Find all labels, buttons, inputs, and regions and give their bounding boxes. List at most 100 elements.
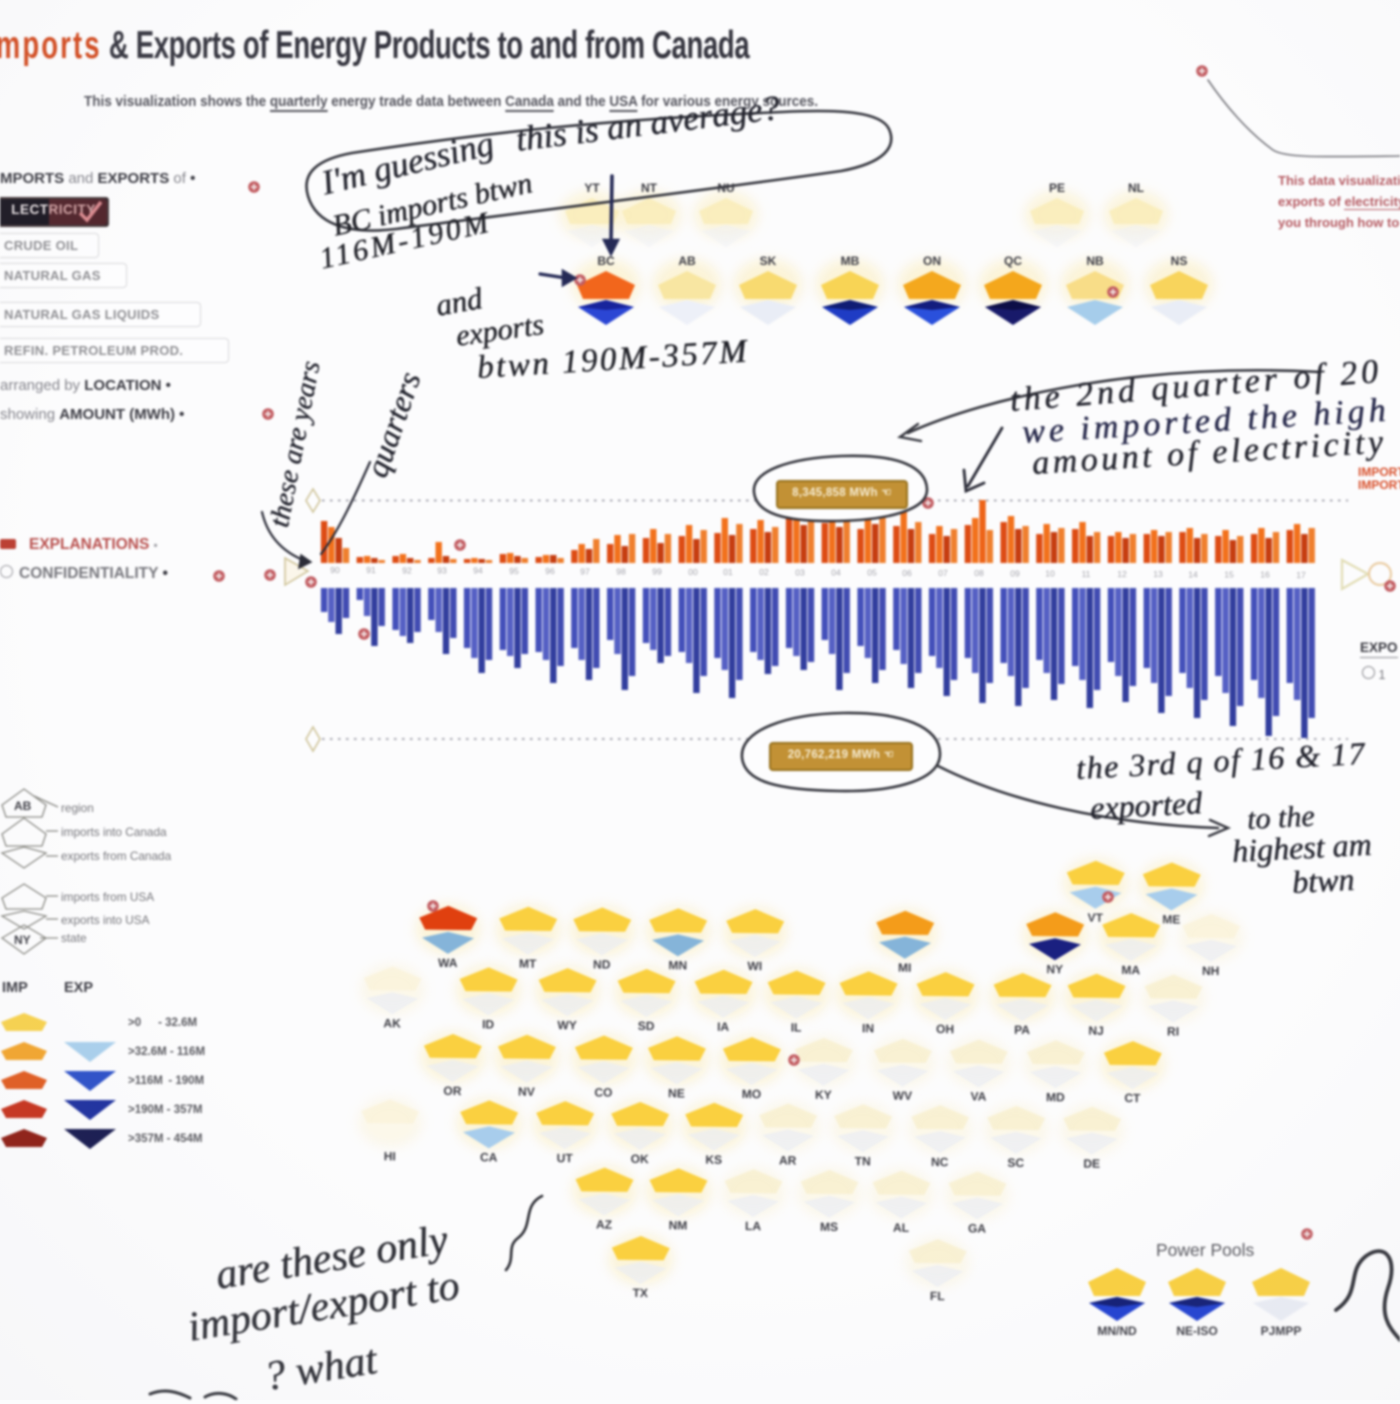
svg-text:90: 90 — [330, 565, 340, 575]
svg-text:EXP: EXP — [64, 980, 93, 996]
svg-text:ME: ME — [1162, 912, 1180, 926]
svg-text:Power Pools: Power Pools — [1156, 1240, 1254, 1260]
svg-text:PA: PA — [1014, 1023, 1030, 1037]
svg-text:01: 01 — [723, 567, 733, 577]
svg-text:NC: NC — [931, 1155, 949, 1169]
svg-text:QC: QC — [1004, 254, 1022, 268]
svg-text:RI: RI — [1167, 1024, 1179, 1038]
svg-text:AZ: AZ — [596, 1217, 612, 1231]
svg-text:NJ: NJ — [1088, 1024, 1103, 1038]
svg-text:ND: ND — [593, 957, 611, 971]
svg-text:MT: MT — [519, 957, 537, 971]
svg-text:NU: NU — [717, 181, 734, 195]
svg-text:exports from Canada: exports from Canada — [61, 849, 172, 863]
svg-text:HI: HI — [384, 1149, 396, 1163]
svg-text:15: 15 — [1224, 570, 1234, 580]
svg-text:08: 08 — [974, 568, 984, 578]
svg-text:GA: GA — [968, 1221, 986, 1235]
svg-text:MN: MN — [668, 958, 687, 972]
svg-text:SC: SC — [1007, 1156, 1024, 1170]
svg-text:94: 94 — [473, 566, 483, 576]
svg-text:OR: OR — [443, 1084, 461, 1098]
svg-text:KS: KS — [705, 1153, 722, 1167]
svg-text:13: 13 — [1153, 569, 1163, 579]
svg-text:00: 00 — [688, 567, 698, 577]
svg-text:UT: UT — [557, 1151, 574, 1165]
svg-text:AB: AB — [678, 254, 696, 268]
svg-text:>357M - 454M: >357M - 454M — [128, 1133, 202, 1145]
svg-text:SD: SD — [638, 1019, 655, 1033]
svg-text:91: 91 — [366, 565, 376, 575]
svg-text:CT: CT — [1124, 1091, 1141, 1105]
svg-text:>32.6M - 116M: >32.6M - 116M — [128, 1046, 205, 1058]
svg-text:99: 99 — [652, 567, 662, 577]
svg-text:16: 16 — [1260, 570, 1270, 580]
svg-text:LA: LA — [745, 1219, 761, 1233]
svg-text:YT: YT — [584, 181, 600, 195]
svg-text:MS: MS — [820, 1220, 838, 1234]
svg-text:AB: AB — [14, 799, 32, 813]
svg-text:VT: VT — [1088, 911, 1104, 925]
svg-text:NY: NY — [14, 933, 31, 947]
svg-text:02: 02 — [759, 567, 769, 577]
svg-text:05: 05 — [867, 568, 877, 578]
svg-text:09: 09 — [1010, 568, 1020, 578]
svg-text:PE: PE — [1049, 181, 1065, 195]
svg-text:MB: MB — [841, 254, 860, 268]
svg-text:NS: NS — [1171, 254, 1188, 268]
svg-text:OK: OK — [631, 1152, 649, 1166]
svg-text:VA: VA — [970, 1089, 986, 1103]
svg-text:ID: ID — [482, 1017, 494, 1031]
svg-text:TN: TN — [855, 1154, 871, 1168]
svg-text:>190M - 357M: >190M - 357M — [128, 1104, 202, 1116]
svg-text:>0 - 32.6M: >0 - 32.6M — [128, 1017, 197, 1029]
svg-text:11: 11 — [1082, 569, 1091, 579]
svg-text:IN: IN — [862, 1021, 874, 1035]
svg-text:04: 04 — [831, 568, 841, 578]
svg-text:MI: MI — [898, 961, 911, 975]
svg-text:DE: DE — [1083, 1157, 1100, 1171]
svg-text:97: 97 — [580, 566, 590, 576]
svg-text:NL: NL — [1128, 181, 1144, 195]
svg-text:NH: NH — [1202, 964, 1219, 978]
svg-text:WV: WV — [893, 1089, 912, 1103]
svg-text:state: state — [61, 931, 87, 945]
svg-text:92: 92 — [402, 565, 412, 575]
svg-text:KY: KY — [815, 1088, 832, 1102]
svg-text:AL: AL — [893, 1221, 909, 1235]
svg-text:03: 03 — [795, 567, 805, 577]
svg-text:BC: BC — [597, 254, 615, 268]
svg-text:CA: CA — [480, 1150, 498, 1164]
svg-text:IL: IL — [791, 1021, 802, 1035]
svg-text:CO: CO — [594, 1085, 612, 1099]
svg-text:AR: AR — [779, 1153, 797, 1167]
svg-text:>116M - 190M: >116M - 190M — [128, 1075, 204, 1087]
svg-text:region: region — [61, 801, 94, 815]
svg-text:06: 06 — [902, 568, 912, 578]
svg-text:NT: NT — [641, 181, 658, 195]
svg-text:MA: MA — [1121, 963, 1140, 977]
svg-text:12: 12 — [1117, 569, 1127, 579]
svg-text:17: 17 — [1296, 570, 1306, 580]
svg-text:07: 07 — [938, 568, 948, 578]
svg-text:WY: WY — [557, 1018, 576, 1032]
svg-text:MD: MD — [1046, 1090, 1065, 1104]
svg-text:95: 95 — [509, 566, 519, 576]
svg-text:NE-ISO: NE-ISO — [1176, 1324, 1217, 1338]
svg-text:10: 10 — [1045, 569, 1055, 579]
svg-text:93: 93 — [437, 566, 447, 576]
svg-text:98: 98 — [616, 566, 626, 576]
svg-text:IMP: IMP — [2, 980, 28, 996]
svg-text:14: 14 — [1188, 569, 1198, 579]
svg-text:exports into USA: exports into USA — [61, 913, 150, 927]
svg-text:imports from USA: imports from USA — [61, 890, 154, 904]
svg-text:NM: NM — [669, 1218, 688, 1232]
svg-text:TX: TX — [633, 1286, 648, 1300]
svg-text:NE: NE — [668, 1086, 685, 1100]
svg-text:MN/ND: MN/ND — [1097, 1324, 1137, 1338]
svg-text:WA: WA — [438, 956, 458, 970]
svg-text:SK: SK — [760, 254, 777, 268]
svg-text:96: 96 — [545, 566, 555, 576]
svg-text:PJMPP: PJMPP — [1261, 1324, 1302, 1338]
svg-text:IA: IA — [717, 1020, 729, 1034]
